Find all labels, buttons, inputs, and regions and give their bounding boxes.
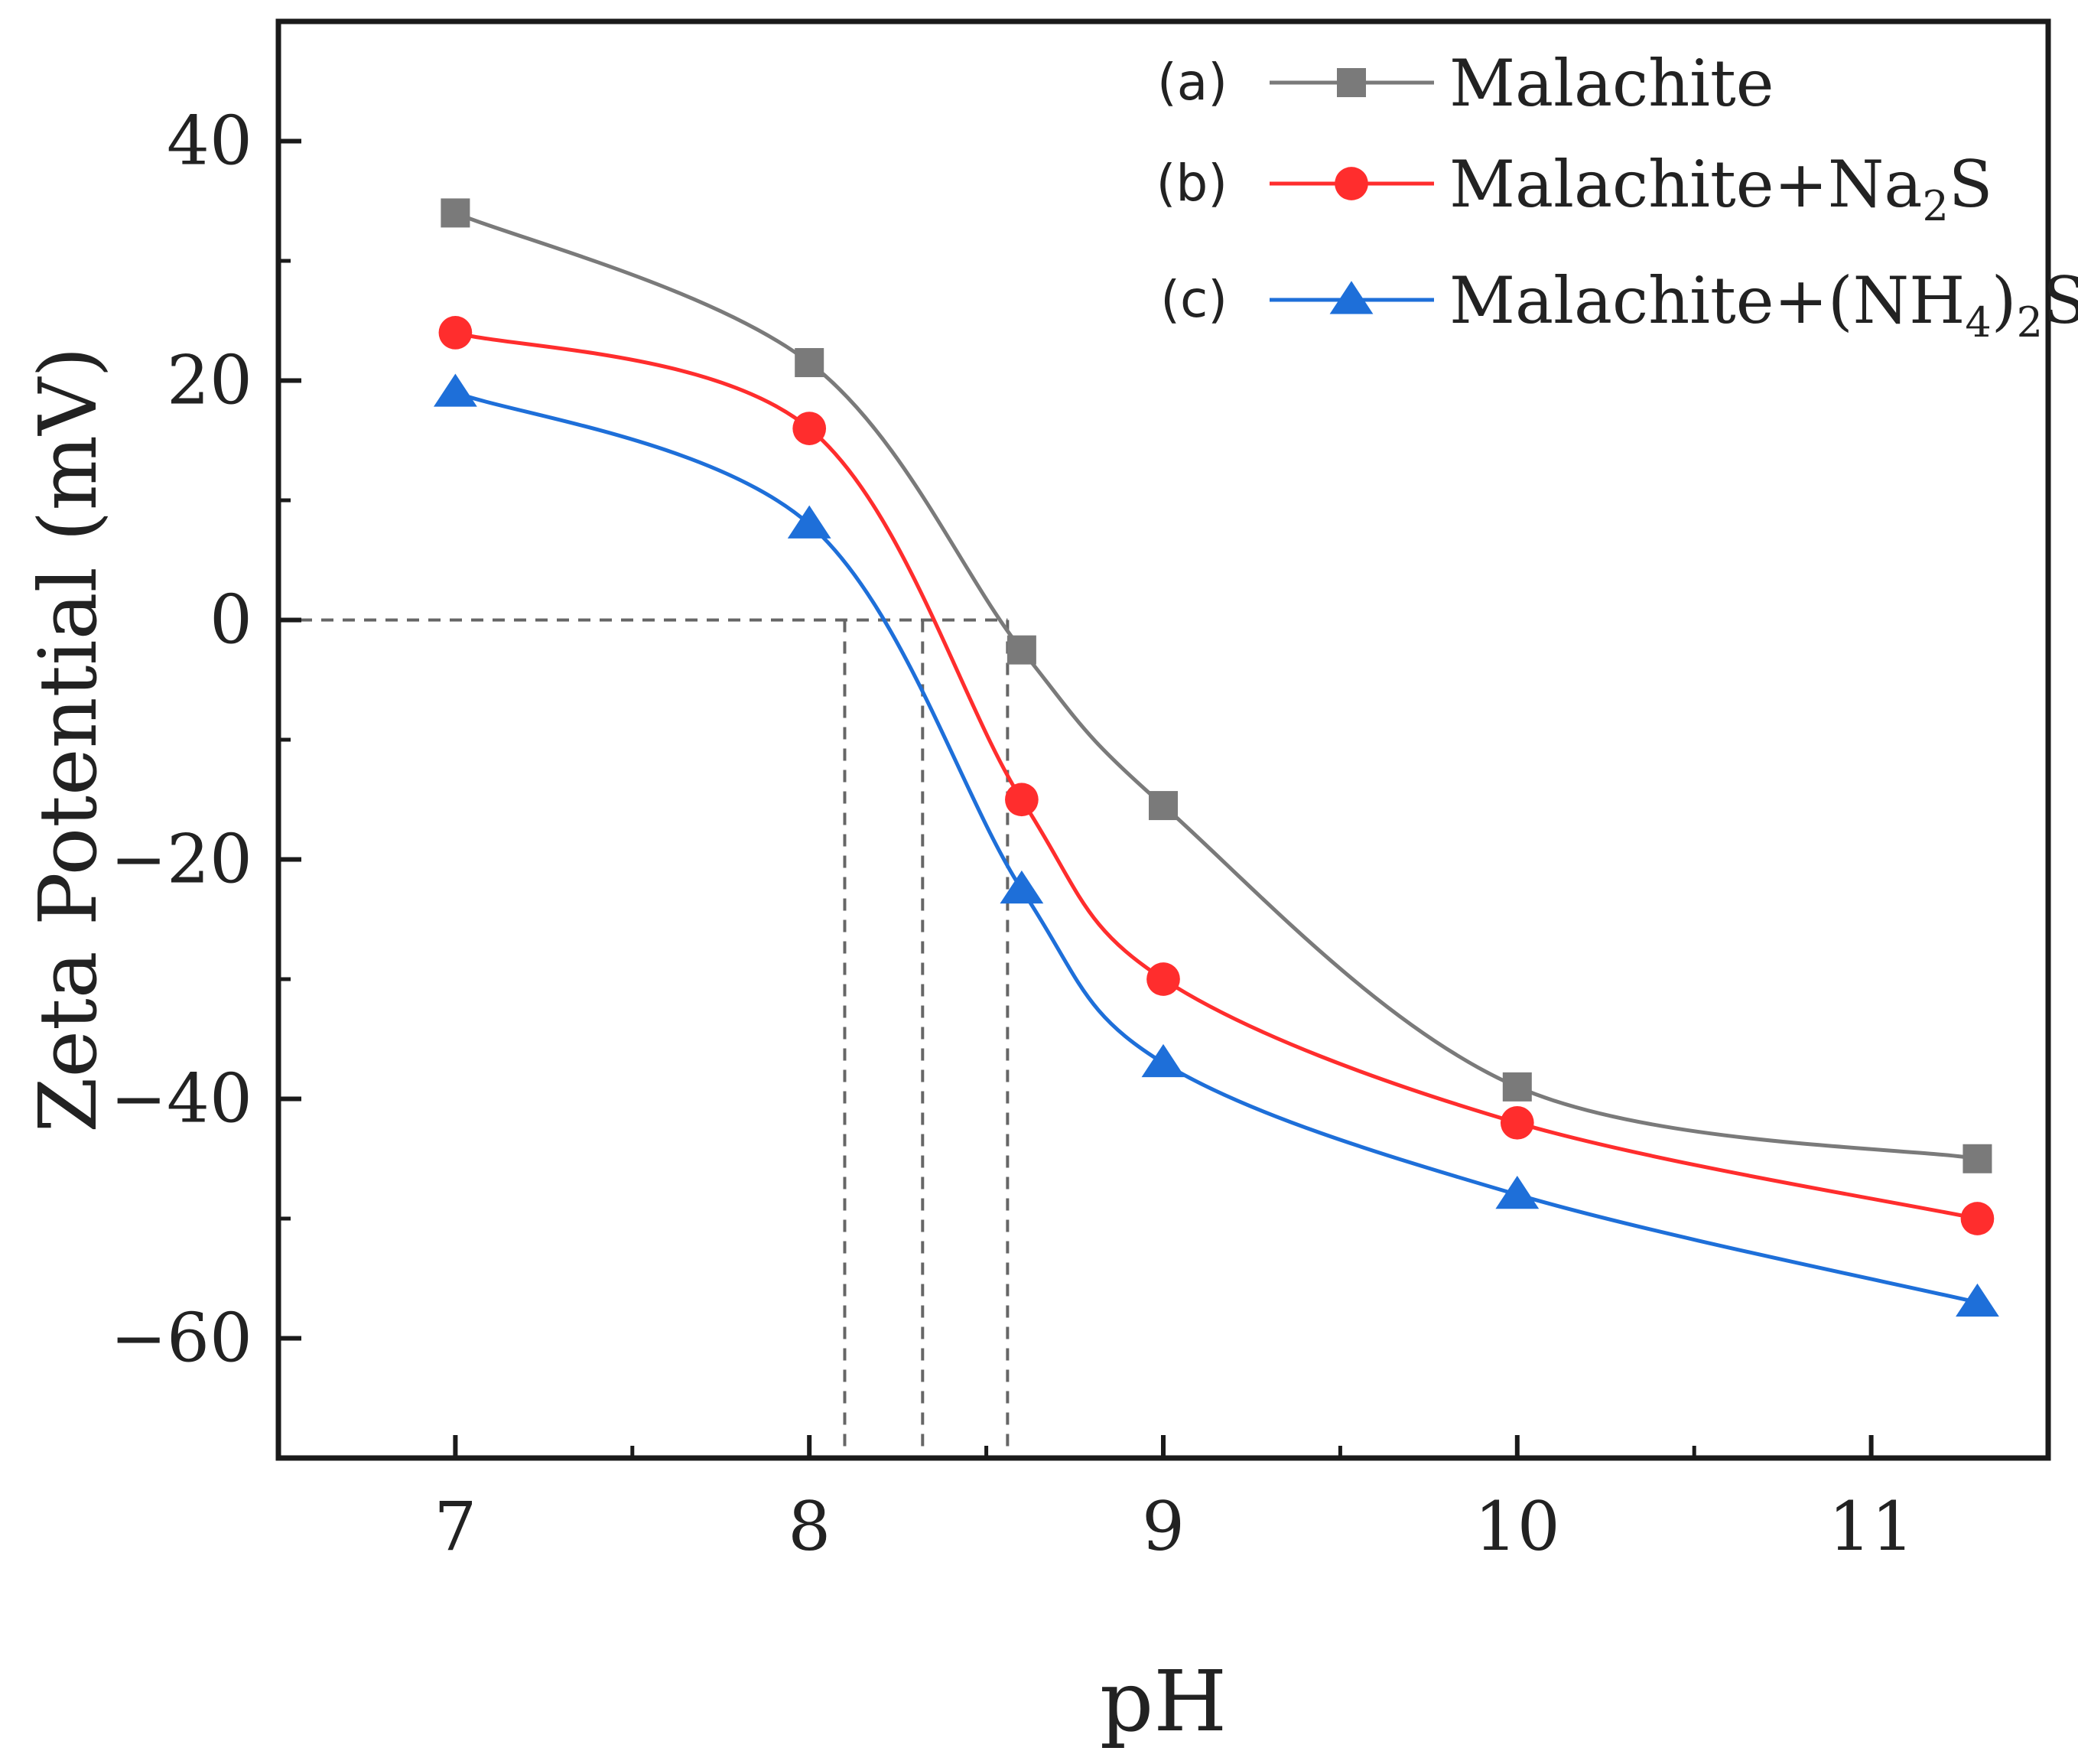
data-point-series-2 (1005, 783, 1039, 817)
data-point-series-1 (795, 348, 824, 378)
y-tick-label: 40 (167, 102, 252, 181)
data-markers (433, 198, 1999, 1317)
data-point-series-2 (1960, 1202, 1995, 1235)
data-point-series-3 (1000, 870, 1044, 904)
legend-label-part: Malachite+Na (1449, 147, 1922, 222)
legend-label: Malachite+(NH4)2S (1449, 263, 2078, 347)
y-tick-label: 20 (167, 341, 252, 420)
series-line-2 (454, 330, 1978, 1221)
legend-label-part: 2 (1922, 182, 1948, 230)
x-axis-title: pH (1100, 1652, 1227, 1750)
data-point-series-3 (1956, 1283, 1999, 1317)
legend-label-part: 2 (2017, 298, 2043, 347)
y-tick-label: −40 (110, 1059, 252, 1138)
data-point-series-1 (1006, 635, 1036, 665)
legend-marker (1337, 68, 1366, 97)
x-tick-label: 7 (434, 1487, 476, 1566)
x-tick-label: 11 (1829, 1487, 1914, 1566)
legend-label-part: S (2043, 263, 2078, 338)
y-tick-label: −20 (110, 820, 252, 899)
legend-label-part: S (1949, 147, 1993, 222)
legend-label-part: ) (1992, 263, 2017, 338)
series-line-3 (454, 390, 1979, 1304)
legend-label: Malachite (1449, 46, 1774, 121)
axis-ticks (276, 19, 1874, 1460)
y-tick-label: 0 (210, 581, 252, 659)
data-point-series-3 (787, 505, 831, 539)
x-tick-label: 10 (1475, 1487, 1560, 1566)
legend-tag: (c) (1160, 270, 1228, 329)
fit-curves (454, 211, 1979, 1304)
legend-tag: (b) (1156, 154, 1228, 213)
y-axis-title: Zeta Potential (mV) (21, 347, 115, 1133)
data-point-series-2 (438, 316, 473, 350)
data-point-series-2 (1146, 962, 1180, 996)
data-point-series-3 (1495, 1176, 1540, 1209)
legend-label-part: Malachite+(NH (1449, 263, 1965, 338)
data-point-series-2 (792, 412, 827, 445)
reference-lines (278, 618, 1010, 1458)
legend-label-part: 4 (1965, 298, 1991, 347)
legend-label: Malachite+Na2S (1449, 147, 1992, 230)
data-point-series-3 (1141, 1043, 1185, 1078)
plot-frame (275, 18, 2051, 1461)
legend-marker (1335, 167, 1368, 200)
data-point-series-1 (441, 198, 470, 228)
x-tick-label: 9 (1142, 1487, 1185, 1566)
data-point-series-1 (1149, 791, 1178, 821)
legend-label-part: Malachite (1449, 46, 1774, 121)
y-tick-label: −60 (110, 1299, 252, 1378)
legend: (a) Malachite(b) Malachite+Na2S(c) Malachit… (1156, 46, 2078, 347)
legend-marker (1329, 281, 1374, 314)
legend-tag: (a) (1157, 53, 1228, 112)
x-tick-label: 8 (788, 1487, 831, 1566)
data-point-series-1 (1502, 1072, 1532, 1102)
data-point-series-3 (433, 373, 477, 407)
tick-labels: 7 8 9 10 11 −60 −40 −20 0 20 40 (110, 102, 1914, 1567)
series-line-1 (454, 211, 1978, 1161)
data-point-series-2 (1500, 1105, 1534, 1140)
data-point-series-1 (1963, 1144, 1992, 1173)
